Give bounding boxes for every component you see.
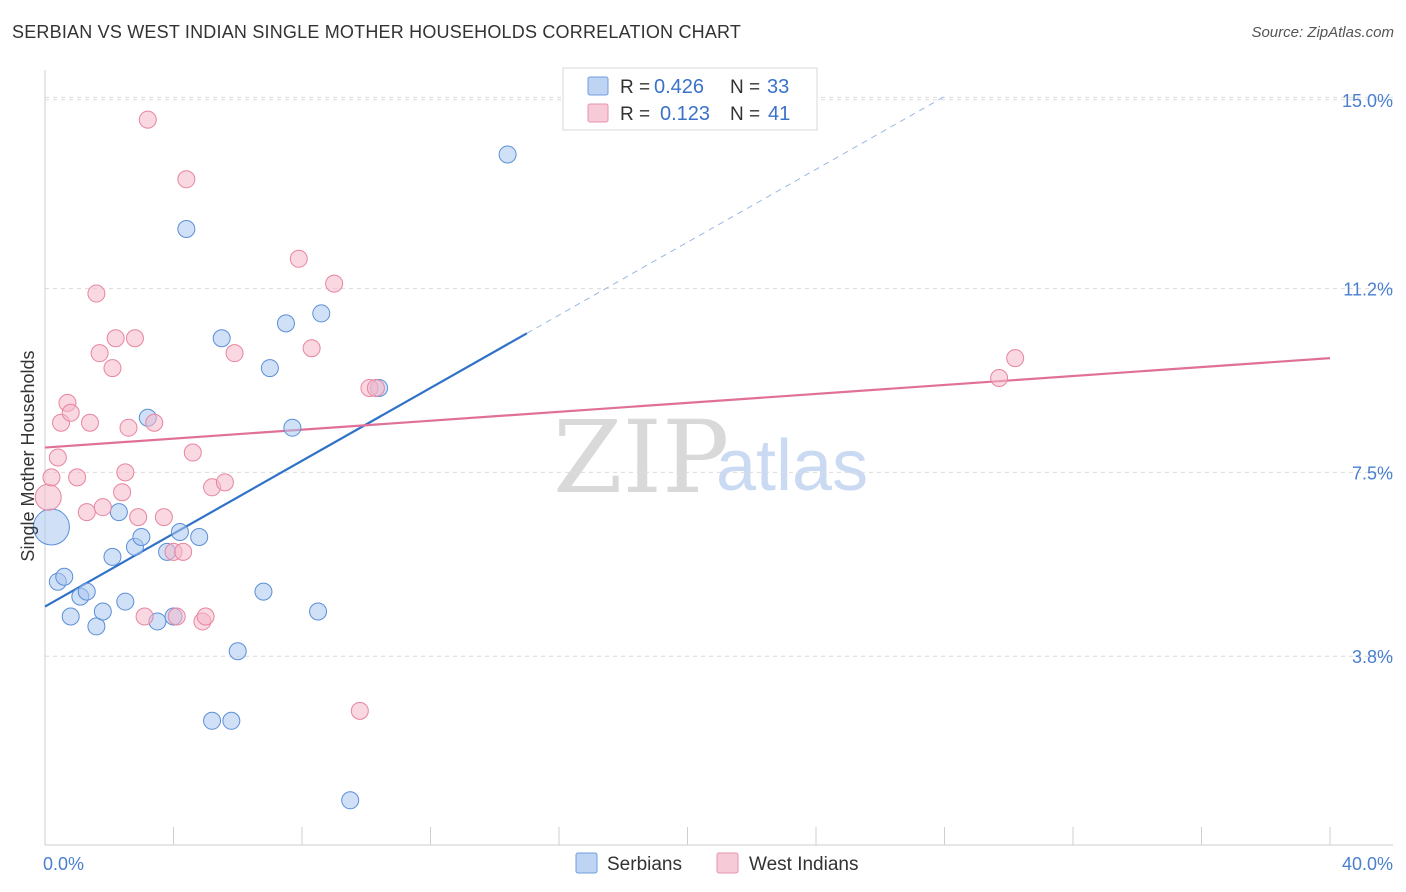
data-point: [170, 523, 189, 542]
correlation-legend: R = 0.426 N = 33 R = 0.123 N = 41: [562, 67, 818, 131]
data-point: [177, 170, 196, 189]
data-point: [55, 567, 74, 586]
data-point: [990, 369, 1009, 388]
legend-n-label-serbians: N =: [730, 77, 760, 98]
series-legend-label-serbians: Serbians: [607, 854, 682, 875]
data-point: [228, 642, 247, 661]
tick-labels: 3.8% 7.5% 11.2% 15.0% 0.0% 40.0%: [43, 91, 1393, 874]
data-point: [68, 468, 87, 487]
data-point: [145, 413, 164, 432]
data-point: [254, 582, 273, 601]
data-point: [87, 617, 106, 636]
series-legend-swatch-west-indians: [716, 852, 739, 874]
data-point: [93, 498, 112, 517]
data-point: [212, 329, 231, 348]
legend-r-label-west-indians: R =: [620, 104, 650, 125]
data-point: [103, 547, 122, 566]
legend-r-label-serbians: R =: [620, 77, 650, 98]
data-point: [222, 711, 241, 730]
chart-title: SERBIAN VS WEST INDIAN SINGLE MOTHER HOU…: [12, 22, 742, 42]
data-point: [77, 503, 96, 522]
data-point: [260, 359, 279, 378]
axes: [44, 70, 1393, 846]
data-point: [135, 607, 154, 626]
data-point: [90, 344, 109, 363]
y-tick-label: 3.8%: [1352, 647, 1393, 667]
data-point: [1006, 349, 1025, 368]
data-point: [154, 508, 173, 527]
legend-r-value-serbians: 0.426: [654, 76, 704, 98]
data-point: [302, 339, 321, 358]
data-point: [116, 463, 135, 482]
data-point: [32, 508, 70, 546]
data-point: [61, 403, 80, 422]
data-point: [498, 145, 517, 164]
data-point: [289, 249, 308, 268]
data-point: [119, 418, 138, 437]
data-point: [61, 607, 80, 626]
data-point: [34, 483, 62, 511]
x-tick-label-max: 40.0%: [1342, 854, 1393, 874]
trend-lines: [44, 96, 1331, 608]
data-point: [42, 468, 61, 487]
y-tick-label: 15.0%: [1342, 91, 1393, 111]
data-point: [129, 508, 148, 527]
data-point: [132, 527, 151, 546]
y-tick-label: 7.5%: [1352, 463, 1393, 483]
data-point: [80, 413, 99, 432]
data-point: [341, 791, 360, 810]
watermark-zip: ZIP: [553, 399, 729, 516]
legend-r-value-west-indians: 0.123: [660, 103, 710, 125]
data-point: [48, 448, 67, 467]
data-point: [174, 542, 193, 561]
data-point: [87, 284, 106, 303]
legend-n-value-west-indians: 41: [768, 103, 790, 125]
source-credit: Source: ZipAtlas.com: [1251, 24, 1394, 41]
data-point: [203, 711, 222, 730]
series-legend-swatch-serbians: [575, 852, 598, 874]
legend-swatch-west-indians: [587, 103, 609, 123]
data-point: [167, 607, 186, 626]
data-point: [113, 483, 132, 502]
data-point: [125, 329, 144, 348]
data-point: [109, 503, 128, 522]
series-legend: Serbians West Indians: [575, 852, 858, 875]
trend-line-west-indians: [44, 357, 1331, 449]
data-point: [196, 607, 215, 626]
data-points: [32, 110, 1025, 810]
data-point: [366, 378, 385, 397]
data-point: [116, 592, 135, 611]
grid-lines: [45, 96, 1393, 657]
trend-line-serbians: [44, 332, 528, 608]
trend-extension: [526, 96, 945, 334]
data-point: [215, 473, 234, 492]
data-point: [106, 329, 125, 348]
data-point: [103, 359, 122, 378]
series-west-indians: [34, 110, 1025, 720]
data-point: [225, 344, 244, 363]
data-point: [309, 602, 328, 621]
data-point: [177, 219, 196, 238]
data-point: [276, 314, 295, 333]
legend-n-label-west-indians: N =: [730, 104, 760, 125]
data-point: [77, 582, 96, 601]
y-axis-title: Single Mother Households: [18, 350, 38, 561]
legend-swatch-serbians: [587, 76, 609, 96]
data-point: [312, 304, 331, 323]
data-point: [283, 418, 302, 437]
series-legend-label-west-indians: West Indians: [749, 854, 858, 875]
data-point: [190, 527, 209, 546]
data-point: [138, 110, 157, 129]
series-serbians: [32, 145, 517, 810]
data-point: [350, 701, 369, 720]
data-point: [183, 443, 202, 462]
watermark-atlas: atlas: [716, 426, 868, 506]
x-tick-label-min: 0.0%: [43, 854, 84, 874]
data-point: [325, 274, 344, 293]
y-tick-label: 11.2%: [1343, 280, 1393, 300]
data-point: [93, 602, 112, 621]
legend-n-value-serbians: 33: [767, 76, 789, 98]
